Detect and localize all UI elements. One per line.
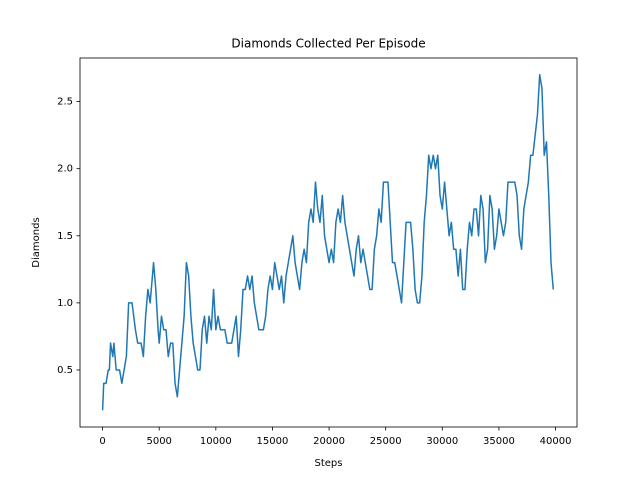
x-tick-label: 0 (99, 436, 105, 447)
x-tick-label: 10000 (200, 436, 232, 447)
x-tick-label: 20000 (313, 436, 345, 447)
y-tick-label: 2.5 (57, 97, 73, 108)
chart-title: Diamonds Collected Per Episode (231, 37, 425, 51)
data-line (101, 74, 555, 411)
x-tick-label: 25000 (370, 436, 402, 447)
y-tick-label: 1.0 (57, 298, 73, 309)
y-tick-label: 0.5 (57, 365, 73, 376)
x-tick-label: 30000 (426, 436, 458, 447)
y-axis-label: Diamonds (31, 217, 42, 267)
x-tick-label: 35000 (483, 436, 515, 447)
x-tick-label: 5000 (146, 436, 171, 447)
y-tick-label: 1.5 (57, 231, 73, 242)
x-tick-label: 15000 (257, 436, 289, 447)
x-axis-label: Steps (315, 458, 343, 469)
x-tick-label: 40000 (540, 436, 572, 447)
plot-frame (79, 57, 578, 428)
y-tick-label: 2.0 (57, 164, 73, 175)
